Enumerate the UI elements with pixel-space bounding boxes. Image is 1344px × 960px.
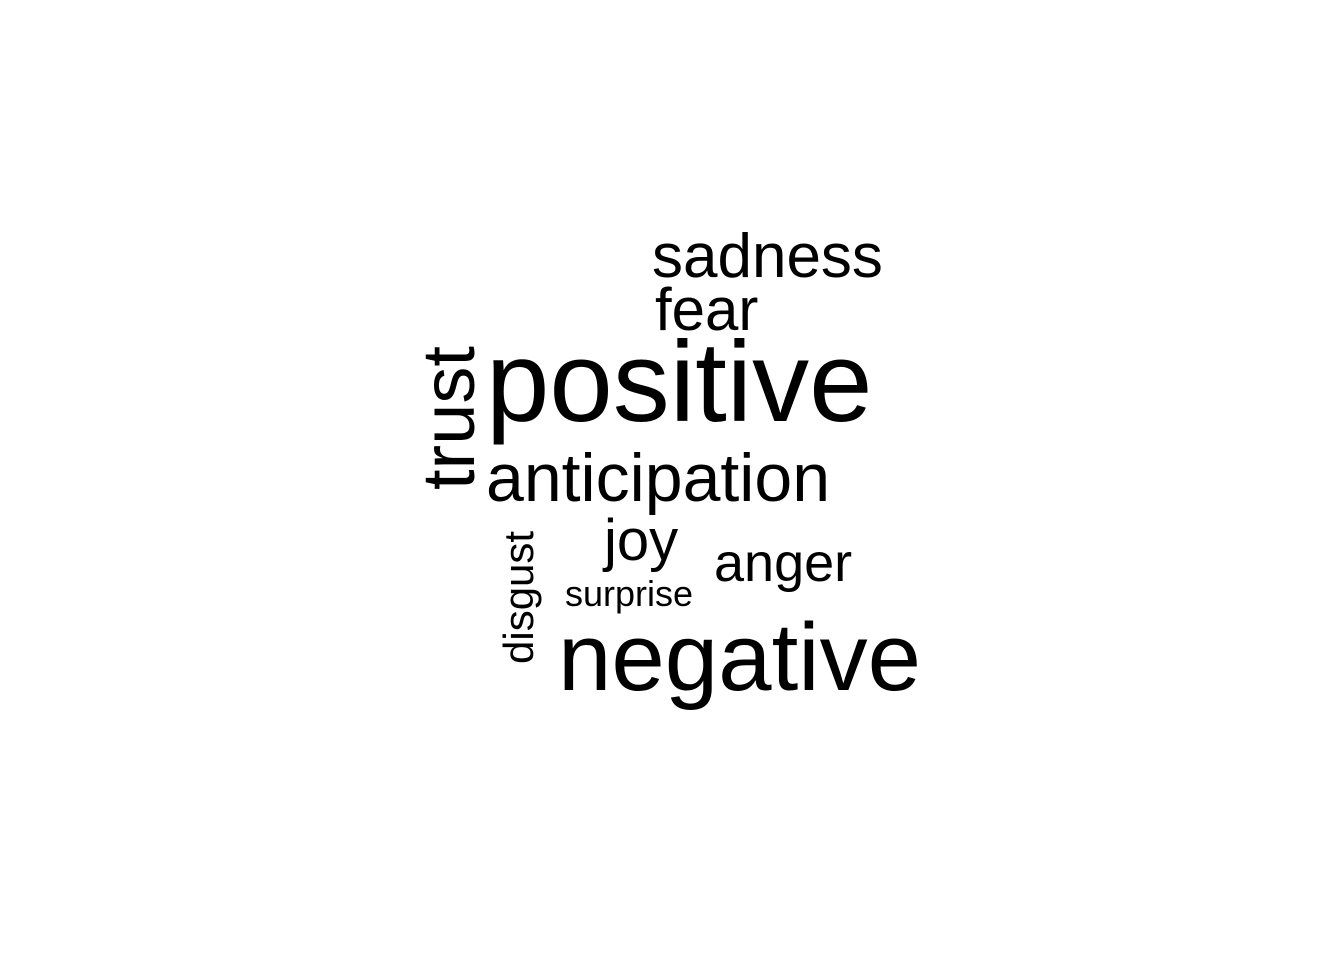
word-surprise: surprise (565, 573, 694, 614)
word-joy: joy (604, 508, 679, 573)
word-sadness: sadness (652, 222, 883, 291)
word-fear: fear (655, 276, 759, 343)
word-anger: anger (714, 533, 853, 593)
word-negative: negative (558, 604, 921, 711)
word-positive: positive (486, 319, 873, 446)
word-anticipation: anticipation (486, 440, 831, 516)
word-disgust: disgust (495, 530, 542, 664)
word-trust: trust (407, 346, 490, 490)
